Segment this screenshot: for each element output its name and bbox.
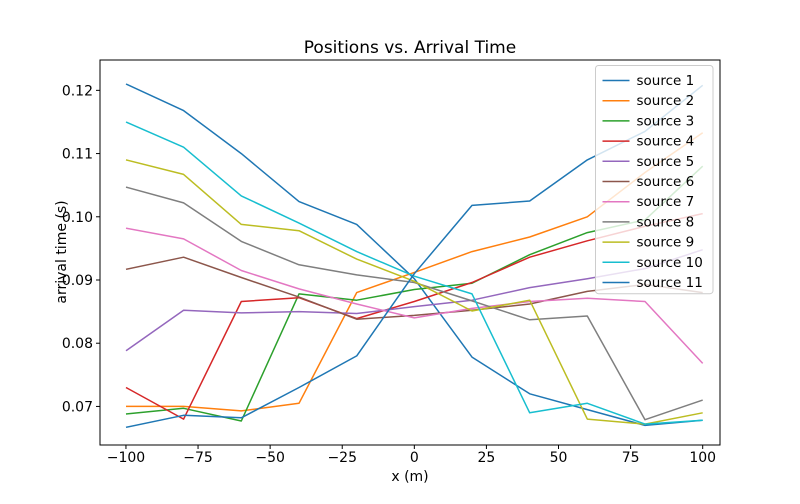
legend-entry-label: source 10 — [637, 255, 703, 271]
plot-line-source-8 — [125, 186, 703, 421]
y-tick-label: 0.12 — [62, 83, 93, 99]
legend-entry-label: source 11 — [637, 275, 703, 291]
legend-entry-label: source 4 — [637, 134, 695, 150]
legend-entry-label: source 6 — [637, 174, 695, 190]
y-tick-label: 0.09 — [62, 273, 93, 289]
plot-line-source-9 — [125, 159, 703, 425]
x-tick-label: 50 — [550, 450, 568, 466]
x-tick-label: −75 — [183, 450, 213, 466]
series-layer — [125, 83, 704, 429]
x-tick-label: 75 — [622, 450, 640, 466]
legend-entry-label: source 5 — [637, 154, 695, 170]
x-tick-label: 100 — [689, 450, 716, 466]
x-axis-label: x (m) — [391, 469, 428, 485]
legend-entry-label: source 2 — [637, 93, 695, 109]
plot-frame — [99, 59, 721, 446]
x-tick-label: −100 — [107, 450, 145, 466]
plot-line-source-10 — [125, 121, 703, 425]
x-tick-label: −50 — [255, 450, 285, 466]
legend-entry-label: source 7 — [637, 194, 695, 210]
y-tick-label: 0.08 — [62, 336, 93, 352]
axes-layer: −100 −75 −50 −25 0 25 50 75 100 0.07 0.08 0.09 0.10 0… — [62, 59, 721, 466]
x-tick-label: 0 — [410, 450, 419, 466]
legend-entry-label: source 3 — [637, 113, 695, 129]
legend-entry-label: source 1 — [637, 73, 695, 89]
plot-line-source-1 — [125, 83, 703, 427]
plot-line-source-7 — [125, 227, 704, 364]
chart-title: Positions vs. Arrival Time — [304, 38, 516, 58]
x-tick-label: −25 — [327, 450, 357, 466]
y-axis-label: arrival time (s) — [54, 200, 70, 303]
x-tick-label: 25 — [478, 450, 496, 466]
y-tick-label: 0.11 — [62, 147, 93, 163]
legend-entry-label: source 8 — [637, 214, 695, 230]
y-tick-label: 0.07 — [62, 399, 93, 415]
legend-box — [595, 65, 714, 295]
y-tick-label: 0.10 — [62, 210, 93, 226]
legend-entry-label: source 9 — [637, 235, 695, 251]
legend: source 1 source 2 source 3 source 4 source 5… — [595, 65, 714, 295]
